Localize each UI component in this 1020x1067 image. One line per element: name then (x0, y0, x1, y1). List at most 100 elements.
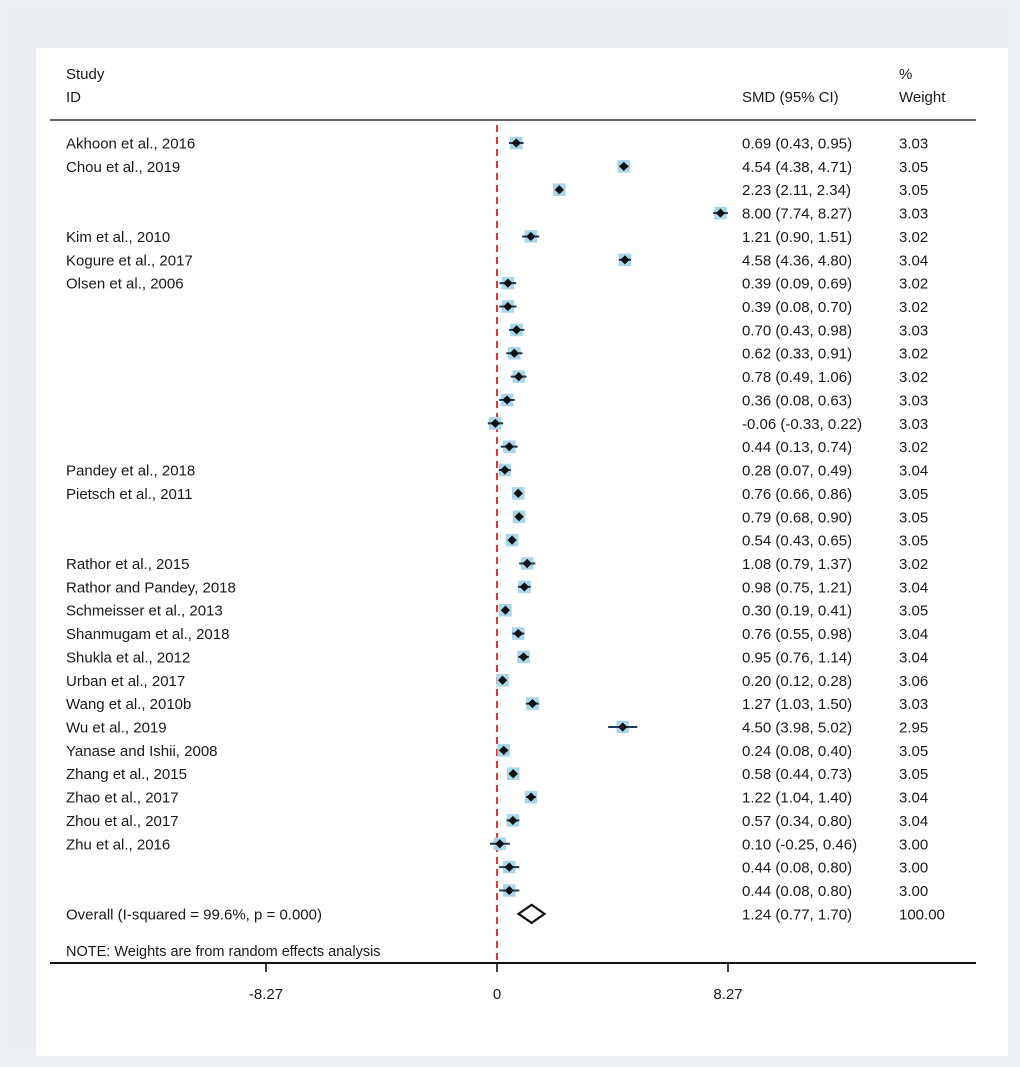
weight-text: 3.06 (899, 673, 928, 690)
study-row: 0.78 (0.49, 1.06) 3.02 (510, 369, 928, 386)
ci-text: 1.08 (0.79, 1.37) (742, 556, 852, 573)
study-row: 0.79 (0.68, 0.90) 3.05 (512, 509, 928, 526)
point-estimate (513, 488, 523, 498)
point-estimate (508, 769, 518, 779)
weight-text: 3.02 (899, 556, 928, 573)
weight-text: 3.03 (899, 392, 928, 409)
point-estimate (504, 442, 514, 452)
ci-text: 0.10 (-0.25, 0.46) (742, 836, 857, 853)
header-weight: Weight (899, 89, 946, 106)
point-estimate (507, 535, 517, 545)
plot-panel (36, 48, 1008, 1056)
weight-text: 3.02 (899, 299, 928, 316)
x-axis: -8.27 0 8.27 (50, 962, 976, 1003)
point-estimate (526, 231, 536, 242)
weight-text: 3.02 (899, 439, 928, 456)
point-estimate (504, 862, 514, 872)
point-estimate (490, 418, 500, 428)
study-row: Kim et al., 2010 1.21 (0.90, 1.51) 3.02 (66, 229, 928, 246)
point-estimate (526, 792, 536, 802)
ci-text: -0.06 (-0.33, 0.22) (742, 416, 862, 433)
ci-text: 0.95 (0.76, 1.14) (742, 649, 852, 666)
point-estimate (620, 255, 630, 265)
ci-text: 0.58 (0.44, 0.73) (742, 766, 852, 783)
overall-diamond (516, 903, 547, 925)
study-row: 8.00 (7.74, 8.27) 3.03 (713, 206, 928, 223)
overall-weight-text: 100.00 (899, 906, 945, 923)
point-estimate (513, 628, 523, 639)
weight-text: 3.04 (899, 579, 928, 596)
study-row: Zhao et al., 2017 1.22 (1.04, 1.40) 3.04 (66, 790, 928, 807)
ci-text: 0.39 (0.09, 0.69) (742, 276, 852, 293)
point-estimate (514, 512, 524, 522)
weight-text: 3.00 (899, 836, 928, 853)
ci-text: 0.79 (0.68, 0.90) (742, 509, 852, 526)
ci-text: 8.00 (7.74, 8.27) (742, 206, 852, 223)
study-label: Pietsch et al., 2011 (66, 486, 192, 503)
study-label: Urban et al., 2017 (66, 673, 185, 690)
study-row: Schmeisser et al., 2013 0.30 (0.19, 0.41)… (66, 603, 928, 620)
point-estimate (514, 372, 524, 382)
ci-text: 0.54 (0.43, 0.65) (742, 533, 852, 550)
ci-text: 0.44 (0.08, 0.80) (742, 860, 852, 877)
study-label: Rathor and Pandey, 2018 (66, 579, 236, 596)
study-row: 0.44 (0.08, 0.80) 3.00 (499, 883, 928, 900)
study-label: Yanase and Ishii, 2008 (66, 743, 218, 760)
weight-text: 3.00 (899, 860, 928, 877)
point-estimate (522, 558, 532, 569)
point-estimate (497, 675, 508, 685)
study-row: Chou et al., 2019 4.54 (4.38, 4.71) 3.05 (66, 159, 928, 176)
point-estimate (518, 652, 529, 662)
weight-text: 3.02 (899, 346, 928, 363)
study-row: Shanmugam et al., 2018 0.76 (0.55, 0.98) 3… (66, 626, 928, 643)
study-label: Shanmugam et al., 2018 (66, 626, 229, 643)
overall-ci-text: 1.24 (0.77, 1.70) (742, 906, 852, 923)
point-estimate (511, 138, 521, 148)
study-rows: Akhoon et al., 2016 0.69 (0.43, 0.95) 3.03… (66, 136, 928, 901)
ci-text: 0.36 (0.08, 0.63) (742, 392, 852, 409)
x-tick-label: 0 (493, 986, 501, 1003)
ci-text: 2.23 (2.11, 2.34) (742, 182, 851, 199)
weight-text: 3.05 (899, 743, 928, 760)
header-effect: SMD (95% CI) (742, 89, 839, 106)
study-row: -0.06 (-0.33, 0.22) 3.03 (487, 416, 928, 433)
ci-text: 0.70 (0.43, 0.98) (742, 322, 852, 339)
study-row: Zhang et al., 2015 0.58 (0.44, 0.73) 3.05 (66, 766, 928, 783)
ci-text: 0.44 (0.13, 0.74) (742, 439, 852, 456)
header-study: Study (66, 66, 105, 83)
ci-text: 4.58 (4.36, 4.80) (742, 252, 852, 269)
point-estimate (504, 885, 514, 896)
ci-text: 0.28 (0.07, 0.49) (742, 463, 852, 480)
point-estimate (499, 745, 509, 755)
point-estimate (508, 815, 518, 826)
study-row: Pietsch et al., 2011 0.76 (0.66, 0.86) 3.0… (66, 486, 928, 503)
study-label: Shukla et al., 2012 (66, 649, 190, 666)
study-row: Rathor and Pandey, 2018 0.98 (0.75, 1.21)… (66, 579, 928, 596)
point-estimate (503, 301, 513, 312)
weight-text: 3.03 (899, 322, 928, 339)
study-label: Zhao et al., 2017 (66, 790, 179, 807)
point-estimate (554, 185, 564, 195)
study-row: Zhu et al., 2016 0.10 (-0.25, 0.46) 3.00 (66, 836, 928, 853)
weight-text: 3.05 (899, 766, 928, 783)
study-label: Pandey et al., 2018 (66, 463, 195, 480)
weight-text: 3.05 (899, 159, 928, 176)
weight-text: 3.02 (899, 276, 928, 293)
point-estimate (715, 208, 726, 218)
weight-text: 3.05 (899, 486, 928, 503)
study-row: Olsen et al., 2006 0.39 (0.09, 0.69) 3.02 (66, 276, 928, 293)
x-tick-label: -8.27 (249, 986, 283, 1003)
point-estimate (527, 699, 538, 709)
study-row: Akhoon et al., 2016 0.69 (0.43, 0.95) 3.03 (66, 136, 928, 153)
study-row: 2.23 (2.11, 2.34) 3.05 (553, 182, 928, 199)
ci-text: 0.39 (0.08, 0.70) (742, 299, 852, 316)
header-percent: % (899, 66, 912, 83)
x-tick-label: 8.27 (713, 986, 742, 1003)
weight-text: 3.04 (899, 463, 928, 480)
weights-note: NOTE: Weights are from random effects an… (66, 944, 381, 960)
point-estimate (619, 161, 629, 171)
study-row: 0.36 (0.08, 0.63) 3.03 (499, 392, 928, 409)
weight-text: 3.02 (899, 229, 928, 246)
point-estimate (503, 278, 513, 288)
weight-text: 3.05 (899, 182, 928, 199)
